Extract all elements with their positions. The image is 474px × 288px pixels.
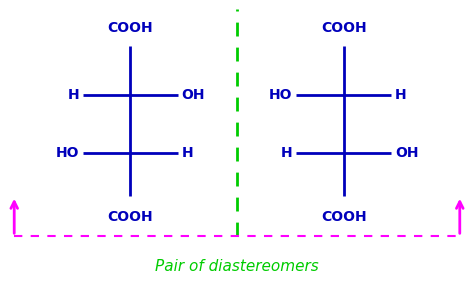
Text: COOH: COOH xyxy=(321,20,366,35)
Text: HO: HO xyxy=(269,88,292,102)
Text: H: H xyxy=(67,88,79,102)
Text: COOH: COOH xyxy=(108,20,153,35)
Text: Pair of diastereomers: Pair of diastereomers xyxy=(155,259,319,274)
Text: OH: OH xyxy=(182,88,205,102)
Text: H: H xyxy=(182,146,193,160)
Text: COOH: COOH xyxy=(321,210,366,224)
Text: H: H xyxy=(395,88,407,102)
Text: COOH: COOH xyxy=(108,210,153,224)
Text: HO: HO xyxy=(55,146,79,160)
Text: OH: OH xyxy=(395,146,419,160)
Text: H: H xyxy=(281,146,292,160)
